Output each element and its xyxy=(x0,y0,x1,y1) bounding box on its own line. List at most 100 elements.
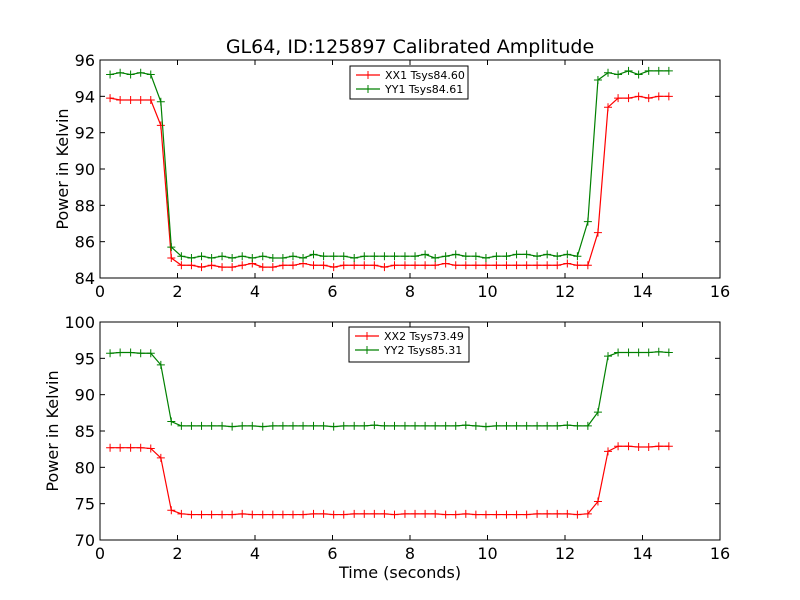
legend-entry: XX2 Tsys73.49 xyxy=(355,330,464,343)
data-point xyxy=(319,252,328,261)
data-point xyxy=(573,252,582,261)
data-point xyxy=(360,421,369,430)
data-point xyxy=(167,254,176,263)
data-point xyxy=(258,263,267,272)
data-point xyxy=(461,509,470,518)
data-point xyxy=(583,217,592,226)
data-point xyxy=(136,349,145,358)
series-2 xyxy=(106,347,673,431)
data-point xyxy=(512,261,521,270)
data-point xyxy=(380,421,389,430)
data-point xyxy=(604,68,613,77)
data-point xyxy=(492,261,501,270)
data-point xyxy=(278,254,287,263)
data-point xyxy=(644,66,653,75)
data-point xyxy=(654,66,663,75)
data-point xyxy=(156,360,165,369)
data-point xyxy=(197,252,206,261)
data-point xyxy=(106,349,115,358)
data-point xyxy=(481,261,490,270)
x-tick-label: 8 xyxy=(405,544,415,563)
y-tick-label: 95 xyxy=(75,349,95,368)
x-tick-label: 14 xyxy=(632,282,652,301)
data-point xyxy=(543,421,552,430)
data-point xyxy=(329,422,338,431)
data-point xyxy=(218,252,227,261)
data-point xyxy=(126,443,135,452)
y-tick-label: 96 xyxy=(75,51,95,70)
data-point xyxy=(319,261,328,270)
legend-marker xyxy=(363,332,371,340)
data-point xyxy=(543,250,552,259)
data-point xyxy=(248,510,257,519)
data-point xyxy=(502,510,511,519)
y-tick-label: 88 xyxy=(75,196,95,215)
data-point xyxy=(116,348,125,357)
data-point xyxy=(593,497,602,506)
legend-entry: XX1 Tsys84.60 xyxy=(356,69,465,82)
data-point xyxy=(654,92,663,101)
data-point xyxy=(370,252,379,261)
data-point xyxy=(492,252,501,261)
legend-marker xyxy=(363,346,371,354)
data-point xyxy=(411,252,420,261)
data-point xyxy=(604,103,613,112)
data-point xyxy=(319,509,328,518)
data-point xyxy=(583,421,592,430)
data-point xyxy=(228,263,237,272)
x-tick-label: 12 xyxy=(555,544,575,563)
bottom-panel: 0 2 4 6 8 10 12 14 16 70 75 80 85 90 95 100 Power in Kel… xyxy=(43,313,730,582)
y-tick-label: 80 xyxy=(75,458,95,477)
data-point xyxy=(146,95,155,104)
y-axis-label: Power in Kelvin xyxy=(43,370,62,491)
data-point xyxy=(533,252,542,261)
data-point xyxy=(563,509,572,518)
data-point xyxy=(228,254,237,263)
data-point xyxy=(634,442,643,451)
data-point xyxy=(187,261,196,270)
data-point xyxy=(553,421,562,430)
data-point xyxy=(126,95,135,104)
data-point xyxy=(136,95,145,104)
data-point xyxy=(116,68,125,77)
y-tick-label: 75 xyxy=(75,495,95,514)
data-point xyxy=(360,252,369,261)
y-tick-label: 90 xyxy=(75,386,95,405)
data-point xyxy=(512,421,521,430)
data-point xyxy=(156,97,165,106)
data-point xyxy=(258,510,267,519)
legend-label: XX2 Tsys73.49 xyxy=(384,330,464,343)
data-point xyxy=(136,68,145,77)
data-point xyxy=(593,228,602,237)
legend-box xyxy=(349,65,469,100)
data-point xyxy=(421,261,430,270)
data-point xyxy=(288,510,297,519)
x-tick-label: 4 xyxy=(250,544,260,563)
data-point xyxy=(512,510,521,519)
data-point xyxy=(441,421,450,430)
y-tick-label: 94 xyxy=(75,87,95,106)
x-tick-label: 12 xyxy=(555,282,575,301)
data-point xyxy=(146,70,155,79)
data-point xyxy=(207,261,216,270)
x-axis-label: Time (seconds) xyxy=(338,563,461,582)
data-point xyxy=(329,510,338,519)
x-tick-label: 8 xyxy=(405,282,415,301)
data-point xyxy=(238,421,247,430)
data-point xyxy=(411,421,420,430)
data-point xyxy=(187,254,196,263)
data-point xyxy=(187,421,196,430)
data-point xyxy=(248,254,257,263)
data-point xyxy=(146,444,155,453)
data-point xyxy=(268,421,277,430)
data-point xyxy=(288,252,297,261)
data-point xyxy=(634,348,643,357)
data-point xyxy=(421,509,430,518)
data-point xyxy=(533,421,542,430)
data-point xyxy=(664,442,673,451)
data-point xyxy=(400,421,409,430)
data-point xyxy=(177,509,186,518)
x-tick-label: 6 xyxy=(327,544,337,563)
data-point xyxy=(624,94,633,103)
